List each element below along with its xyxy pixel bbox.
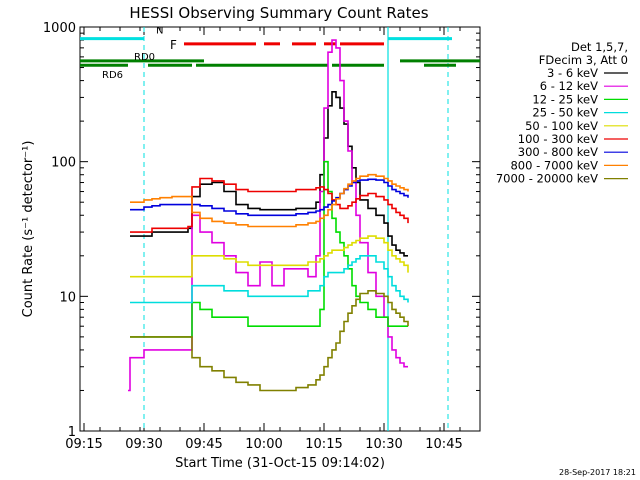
legend-label: 25 - 50 keV xyxy=(532,106,598,120)
legend-label: 800 - 7000 keV xyxy=(510,158,598,172)
series-layer xyxy=(128,39,409,392)
x-tick-label: 10:30 xyxy=(365,437,402,452)
x-tick-label: 10:00 xyxy=(245,437,282,452)
timestamp: 28-Sep-2017 18:21 xyxy=(559,468,636,477)
series-line-8 xyxy=(130,290,409,392)
y-axis-label: Count Rate (s⁻¹ detector⁻¹) xyxy=(21,141,36,318)
legend-label: 100 - 300 keV xyxy=(518,132,598,146)
y-axis: 1 10 100 1000 xyxy=(43,21,480,440)
series-line-0 xyxy=(130,91,408,257)
x-tick-label: 09:30 xyxy=(125,437,162,452)
plot-frame xyxy=(79,26,481,432)
rd0-label: RD0 xyxy=(134,52,155,63)
y-tick-label: 10 xyxy=(59,290,76,305)
legend-label: 7000 - 20000 keV xyxy=(496,172,598,186)
legend-header: FDecim 3, Att 0 xyxy=(539,53,628,67)
x-tick-label: 09:45 xyxy=(185,437,222,452)
x-axis-label: Start Time (31-Oct-15 09:14:02) xyxy=(175,456,385,471)
series-line-5 xyxy=(130,177,409,233)
series-line-1 xyxy=(128,39,408,392)
series-line-4 xyxy=(130,235,409,278)
legend-label: 12 - 25 keV xyxy=(532,92,598,106)
series-line-3 xyxy=(130,255,409,304)
x-tick-label: 10:15 xyxy=(305,437,342,452)
series-line-6 xyxy=(130,178,409,217)
chart-title: HESSI Observing Summary Count Rates xyxy=(129,4,428,22)
legend-label: 50 - 100 keV xyxy=(525,119,598,133)
instrument-state-bars: NF RD0 RD6 xyxy=(80,26,480,431)
legend-label: 3 - 6 keV xyxy=(547,66,598,80)
series-line-7 xyxy=(130,173,409,228)
x-axis: 09:15 09:30 09:45 10:00 10:15 10:30 10:45 xyxy=(65,27,481,452)
flare-label: F xyxy=(170,38,177,52)
x-tick-label: 09:15 xyxy=(65,437,102,452)
y-tick-label: 1 xyxy=(68,425,76,440)
legend-label: 300 - 800 keV xyxy=(518,145,598,159)
legend-label: 6 - 12 keV xyxy=(540,79,598,93)
night-label: N xyxy=(156,26,163,37)
series-line-2 xyxy=(130,160,408,338)
y-tick-label: 1000 xyxy=(43,21,76,36)
legend-header: Det 1,5,7, xyxy=(571,40,628,54)
x-tick-label: 10:45 xyxy=(425,437,462,452)
rd6-label: RD6 xyxy=(102,70,123,81)
y-tick-label: 100 xyxy=(51,156,76,171)
